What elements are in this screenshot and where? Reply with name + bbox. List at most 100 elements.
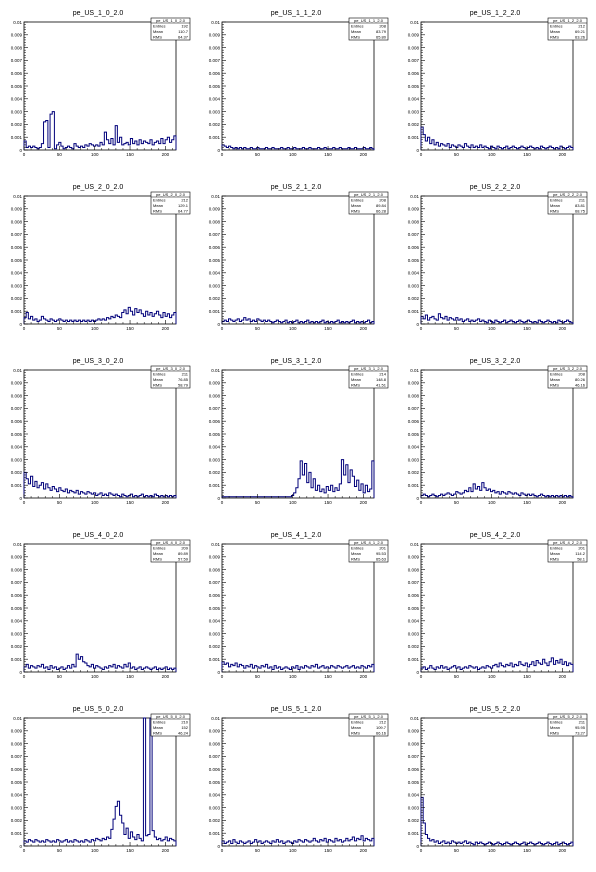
- x-tick-label: 0: [420, 500, 423, 505]
- stats-label-mean: Mean: [351, 203, 361, 208]
- y-tick-label: 0.008: [11, 741, 23, 746]
- x-tick-label: 100: [488, 674, 496, 679]
- y-tick-label: 0.003: [408, 631, 420, 636]
- stats-value-mean: 148.8: [376, 377, 387, 382]
- stats-label-entries: Entries: [153, 198, 165, 203]
- y-tick-label: 0.008: [408, 741, 420, 746]
- stats-value-rms: 66.16: [376, 731, 387, 736]
- x-tick-label: 0: [221, 674, 224, 679]
- plot-frame: [221, 195, 375, 325]
- y-tick-label: 0.003: [11, 805, 23, 810]
- stats-label-rms: RMS: [351, 731, 360, 736]
- chart-title: pe_US_2_0_2.0: [73, 184, 124, 191]
- y-tick-label: 0.008: [209, 741, 221, 746]
- x-tick-label: 0: [221, 848, 224, 853]
- stats-value-mean: 83.81: [575, 203, 586, 208]
- plot-frame: [420, 543, 574, 673]
- stats-value-mean: 83.79: [376, 29, 387, 34]
- x-tick-label: 200: [162, 674, 170, 679]
- chart-title: pe_US_1_2_2.0: [470, 10, 521, 17]
- stats-value-entries: 201: [379, 546, 386, 551]
- x-tick-label: 50: [454, 848, 460, 853]
- y-tick-label: 0.004: [209, 445, 221, 450]
- y-tick-label: 0.01: [13, 716, 22, 721]
- stats-name: pe_US_1_2_2.0: [553, 18, 583, 23]
- chart-title: pe_US_3_2_2.0: [470, 358, 521, 365]
- stats-label-rms: RMS: [351, 383, 360, 388]
- x-tick-label: 50: [57, 152, 63, 157]
- histogram-series: [420, 796, 574, 846]
- y-tick-label: 0.007: [209, 580, 221, 585]
- stats-label-rms: RMS: [550, 35, 559, 40]
- stats-label-rms: RMS: [153, 383, 162, 388]
- y-tick-label: 0: [217, 496, 220, 501]
- x-tick-label: 0: [23, 326, 26, 331]
- y-tick-label: 0.004: [209, 793, 221, 798]
- stats-label-entries: Entries: [351, 198, 363, 203]
- histogram-series: [221, 835, 375, 846]
- stats-name: pe_US_5_1_2.0: [354, 714, 384, 719]
- x-tick-label: 200: [162, 500, 170, 505]
- stats-name: pe_US_2_0_2.0: [156, 192, 186, 197]
- stats-value-mean: 76.85: [178, 377, 189, 382]
- x-tick-label: 150: [126, 500, 134, 505]
- y-tick-label: 0.01: [410, 716, 419, 721]
- y-tick-label: 0.007: [11, 406, 23, 411]
- y-tick-label: 0: [217, 148, 220, 153]
- x-tick-label: 200: [360, 674, 368, 679]
- y-tick-label: 0.008: [408, 45, 420, 50]
- stats-label-rms: RMS: [550, 731, 559, 736]
- stats-box: [348, 713, 389, 737]
- stats-label-mean: Mean: [351, 377, 361, 382]
- stats-box: [348, 191, 389, 215]
- y-tick-label: 0: [19, 844, 22, 849]
- stats-label-rms: RMS: [153, 35, 162, 40]
- x-tick-label: 150: [126, 326, 134, 331]
- x-tick-label: 200: [559, 848, 567, 853]
- histogram-series: [23, 306, 177, 324]
- y-tick-label: 0.01: [410, 368, 419, 373]
- histogram-series: [221, 317, 375, 324]
- chart-title: pe_US_5_2_2.0: [470, 706, 521, 713]
- chart-title: pe_US_2_2_2.0: [470, 184, 521, 191]
- y-tick-label: 0.008: [408, 567, 420, 572]
- y-tick-label: 0.002: [11, 470, 23, 475]
- stats-box: [547, 365, 588, 389]
- y-tick-label: 0.006: [11, 245, 23, 250]
- y-tick-label: 0.001: [11, 309, 23, 314]
- stats-label-entries: Entries: [351, 546, 363, 551]
- y-tick-label: 0.007: [408, 580, 420, 585]
- stats-name: pe_US_2_1_2.0: [354, 192, 384, 197]
- stats-value-entries: 212: [379, 720, 386, 725]
- plot-frame: [420, 717, 574, 847]
- y-tick-label: 0.008: [11, 45, 23, 50]
- plot-frame: [420, 195, 574, 325]
- y-tick-label: 0.01: [13, 20, 22, 25]
- chart-title: pe_US_3_1_2.0: [271, 358, 322, 365]
- stats-box: [150, 713, 191, 737]
- y-tick-label: 0.002: [11, 122, 23, 127]
- y-tick-label: 0.006: [209, 419, 221, 424]
- stats-value-entries: 211: [579, 720, 586, 725]
- stats-name: pe_US_4_2_2.0: [553, 540, 583, 545]
- histogram-series: [420, 126, 574, 150]
- y-tick-label: 0.003: [11, 457, 23, 462]
- y-tick-label: 0.002: [408, 122, 420, 127]
- stats-value-mean: 110.7: [178, 29, 188, 34]
- plot-frame: [23, 195, 177, 325]
- x-tick-label: 50: [454, 500, 460, 505]
- y-tick-label: 0.009: [408, 207, 420, 212]
- stats-label-mean: Mean: [153, 377, 163, 382]
- y-tick-label: 0.005: [209, 258, 221, 263]
- x-tick-label: 50: [57, 674, 63, 679]
- chart-title: pe_US_4_1_2.0: [271, 532, 322, 539]
- stats-value-mean: 109.7: [376, 725, 387, 730]
- y-tick-label: 0.005: [11, 258, 23, 263]
- y-tick-label: 0: [416, 844, 419, 849]
- y-tick-label: 0.004: [408, 445, 420, 450]
- y-tick-label: 0.002: [408, 818, 420, 823]
- y-tick-label: 0: [19, 670, 22, 675]
- y-tick-label: 0.009: [11, 33, 23, 38]
- y-tick-label: 0.008: [209, 219, 221, 224]
- stats-label-mean: Mean: [153, 29, 163, 34]
